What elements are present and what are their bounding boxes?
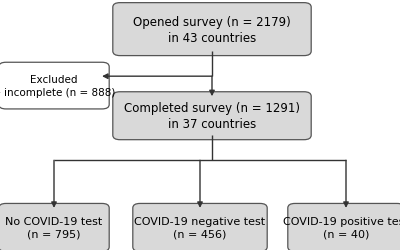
Text: Completed survey (n = 1291)
in 37 countries: Completed survey (n = 1291) in 37 countr… bbox=[124, 102, 300, 131]
FancyBboxPatch shape bbox=[0, 204, 109, 250]
Text: COVID-19 positive test
(n = 40): COVID-19 positive test (n = 40) bbox=[283, 216, 400, 239]
Text: Excluded
→ incomplete (n = 888): Excluded → incomplete (n = 888) bbox=[0, 75, 116, 98]
FancyBboxPatch shape bbox=[0, 63, 109, 110]
Text: Opened survey (n = 2179)
in 43 countries: Opened survey (n = 2179) in 43 countries bbox=[133, 16, 291, 44]
FancyBboxPatch shape bbox=[133, 204, 267, 250]
FancyBboxPatch shape bbox=[113, 4, 311, 57]
Text: COVID-19 negative test
(n = 456): COVID-19 negative test (n = 456) bbox=[134, 216, 266, 239]
FancyBboxPatch shape bbox=[288, 204, 400, 250]
FancyBboxPatch shape bbox=[113, 92, 311, 140]
Text: No COVID-19 test
(n = 795): No COVID-19 test (n = 795) bbox=[5, 216, 103, 239]
